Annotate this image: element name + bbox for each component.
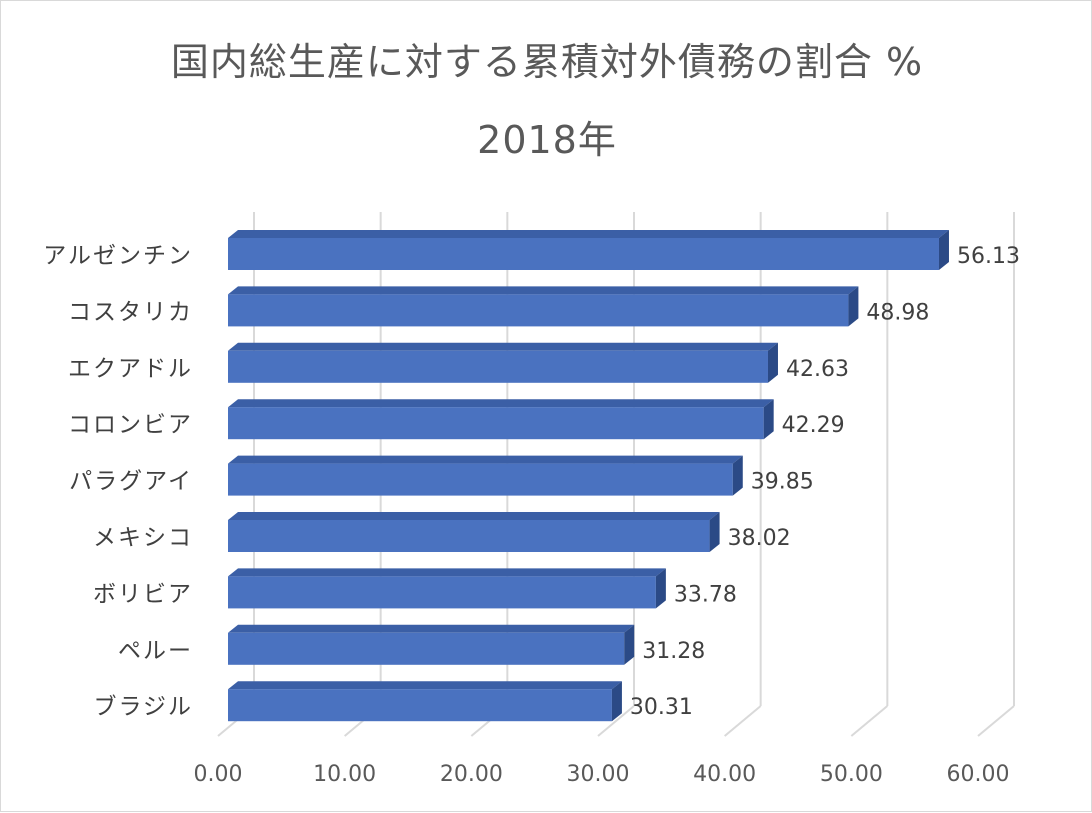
category-label: メキシコ	[93, 525, 193, 551]
bar-side-face	[611, 681, 622, 722]
bar	[228, 520, 710, 552]
bar-top-face	[228, 624, 635, 633]
category-label: エクアドル	[68, 356, 193, 382]
bar-side-face	[767, 342, 778, 383]
bar-side-face	[848, 286, 859, 327]
bar	[228, 576, 656, 609]
bar	[228, 407, 764, 440]
bar-side-face	[763, 399, 774, 440]
data-label: 42.63	[786, 357, 849, 382]
gridline-floor	[724, 705, 762, 737]
gridline-floor	[850, 705, 888, 737]
bar-side-face	[624, 624, 635, 665]
bar	[228, 463, 733, 496]
bar-side-face	[709, 512, 720, 552]
data-label: 48.98	[866, 300, 929, 325]
x-tick-label: 40.00	[693, 762, 756, 787]
x-tick-label: 0.00	[194, 762, 243, 787]
x-tick-label: 30.00	[567, 762, 630, 787]
category-label: コスタリカ	[68, 299, 193, 325]
category-label: アルゼンチン	[43, 243, 193, 269]
bar	[228, 238, 939, 270]
bar-top-face	[228, 455, 743, 464]
bar	[228, 294, 849, 327]
category-label: ボリビア	[93, 581, 193, 607]
category-label: コロンビア	[68, 412, 193, 438]
data-label: 33.78	[674, 582, 737, 607]
data-label: 56.13	[957, 244, 1020, 269]
chart-title: 国内総生産に対する累積対外債務の割合 %	[170, 40, 924, 84]
category-label: ペルー	[118, 638, 193, 664]
data-label: 39.85	[751, 470, 814, 495]
category-label: ブラジル	[93, 694, 193, 720]
bar-top-face	[228, 286, 859, 295]
bar-side-face	[938, 230, 949, 270]
chart-subtitle: 2018年	[477, 118, 617, 162]
bar-top-face	[228, 681, 622, 690]
bar	[228, 689, 612, 722]
data-label: 30.31	[630, 695, 693, 720]
bar-side-face	[655, 568, 666, 609]
data-label: 31.28	[642, 639, 705, 664]
bar-side-face	[732, 455, 743, 496]
gridline-floor	[977, 705, 1015, 737]
data-label: 42.29	[782, 413, 845, 438]
bar-top-face	[228, 230, 949, 238]
bar-top-face	[228, 399, 774, 408]
bar-top-face	[228, 342, 778, 351]
x-tick-label: 20.00	[440, 762, 503, 787]
gridline-floor	[597, 705, 635, 737]
bar-top-face	[228, 512, 720, 520]
data-label: 38.02	[728, 526, 791, 551]
category-label: パラグアイ	[69, 469, 193, 495]
bar-top-face	[228, 568, 666, 577]
bar	[228, 632, 625, 665]
x-tick-label: 10.00	[313, 762, 376, 787]
x-tick-label: 60.00	[947, 762, 1010, 787]
bar	[228, 350, 768, 383]
x-tick-label: 50.00	[820, 762, 883, 787]
